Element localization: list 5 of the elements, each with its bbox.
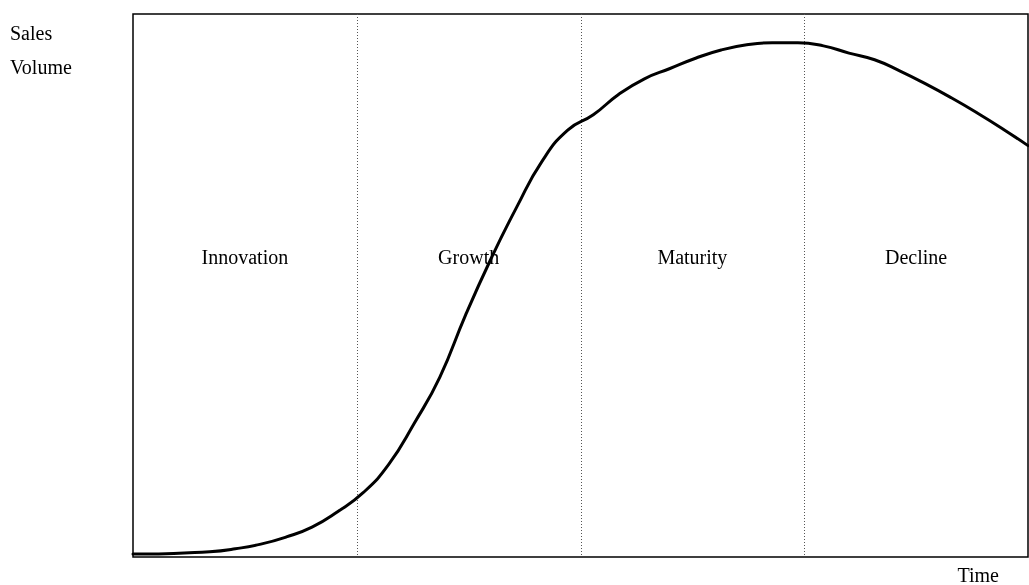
x-axis-title: Time	[957, 564, 1000, 585]
annotation: Maturity	[657, 246, 728, 269]
y-axis-title: Sales Volume	[10, 22, 72, 78]
annotation: Innovation	[201, 246, 289, 268]
annotation: Decline	[885, 246, 948, 268]
